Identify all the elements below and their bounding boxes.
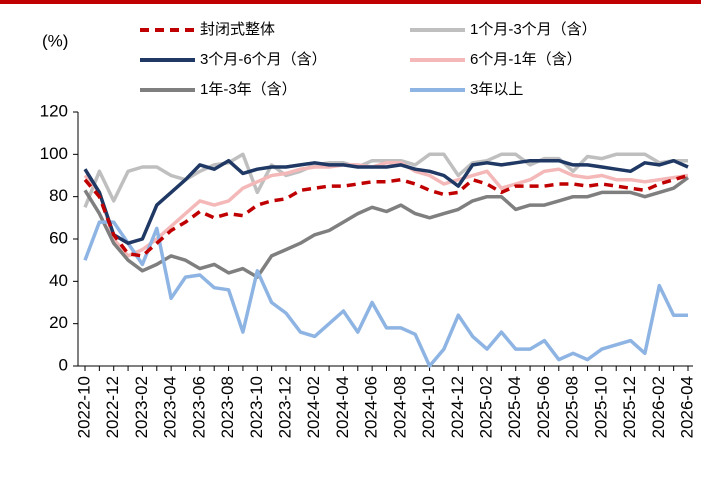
x-tick-label: 2025-12 bbox=[620, 376, 639, 438]
series-line bbox=[83, 161, 689, 258]
legend-label: 1个月-3个月（含） bbox=[470, 21, 597, 38]
y-axis-label: (%) bbox=[42, 31, 68, 50]
x-tick-label: 2024-10 bbox=[419, 376, 438, 438]
x-tick-label: 2024-06 bbox=[362, 376, 381, 438]
x-tick-label: 2023-04 bbox=[161, 376, 180, 438]
series-line bbox=[83, 173, 689, 258]
y-tick-label: 20 bbox=[49, 313, 68, 332]
series-line bbox=[83, 176, 690, 279]
x-tick-label: 2023-12 bbox=[275, 376, 294, 438]
x-tick-label: 2023-02 bbox=[132, 376, 151, 438]
series-line bbox=[83, 158, 689, 245]
legend-label: 3年以上 bbox=[470, 81, 523, 98]
x-tick-label: 2025-06 bbox=[534, 376, 553, 438]
series-line bbox=[83, 220, 688, 368]
x-tick-label: 2024-08 bbox=[390, 376, 409, 438]
header-bar bbox=[0, 0, 701, 4]
y-tick-label: 0 bbox=[59, 355, 68, 374]
legend-label: 封闭式整体 bbox=[200, 21, 275, 38]
legend-label: 3个月-6个月（含） bbox=[200, 51, 327, 68]
x-tick-label: 2023-10 bbox=[247, 376, 266, 438]
x-tick-label: 2025-10 bbox=[591, 376, 610, 438]
x-tick-label: 2026-02 bbox=[649, 376, 668, 438]
y-tick-label: 40 bbox=[49, 271, 68, 290]
legend-label: 6个月-1年（含） bbox=[470, 51, 582, 68]
x-tick-label: 2024-12 bbox=[448, 376, 467, 438]
x-tick-label: 2023-08 bbox=[218, 376, 237, 438]
y-tick-label: 80 bbox=[49, 186, 68, 205]
x-tick-label: 2025-04 bbox=[505, 376, 524, 438]
legend-label: 1年-3年（含） bbox=[200, 81, 297, 98]
y-tick-label: 60 bbox=[49, 228, 68, 247]
x-tick-label: 2022-10 bbox=[74, 376, 93, 438]
x-tick-label: 2023-06 bbox=[189, 376, 208, 438]
y-tick-label: 120 bbox=[40, 101, 68, 120]
y-tick-label: 100 bbox=[40, 144, 68, 163]
x-tick-label: 2026-04 bbox=[677, 376, 696, 438]
x-tick-label: 2025-08 bbox=[563, 376, 582, 438]
x-tick-label: 2024-04 bbox=[333, 376, 352, 438]
x-tick-label: 2024-02 bbox=[304, 376, 323, 438]
x-tick-label: 2022-12 bbox=[103, 376, 122, 438]
x-tick-label: 2025-02 bbox=[476, 376, 495, 438]
